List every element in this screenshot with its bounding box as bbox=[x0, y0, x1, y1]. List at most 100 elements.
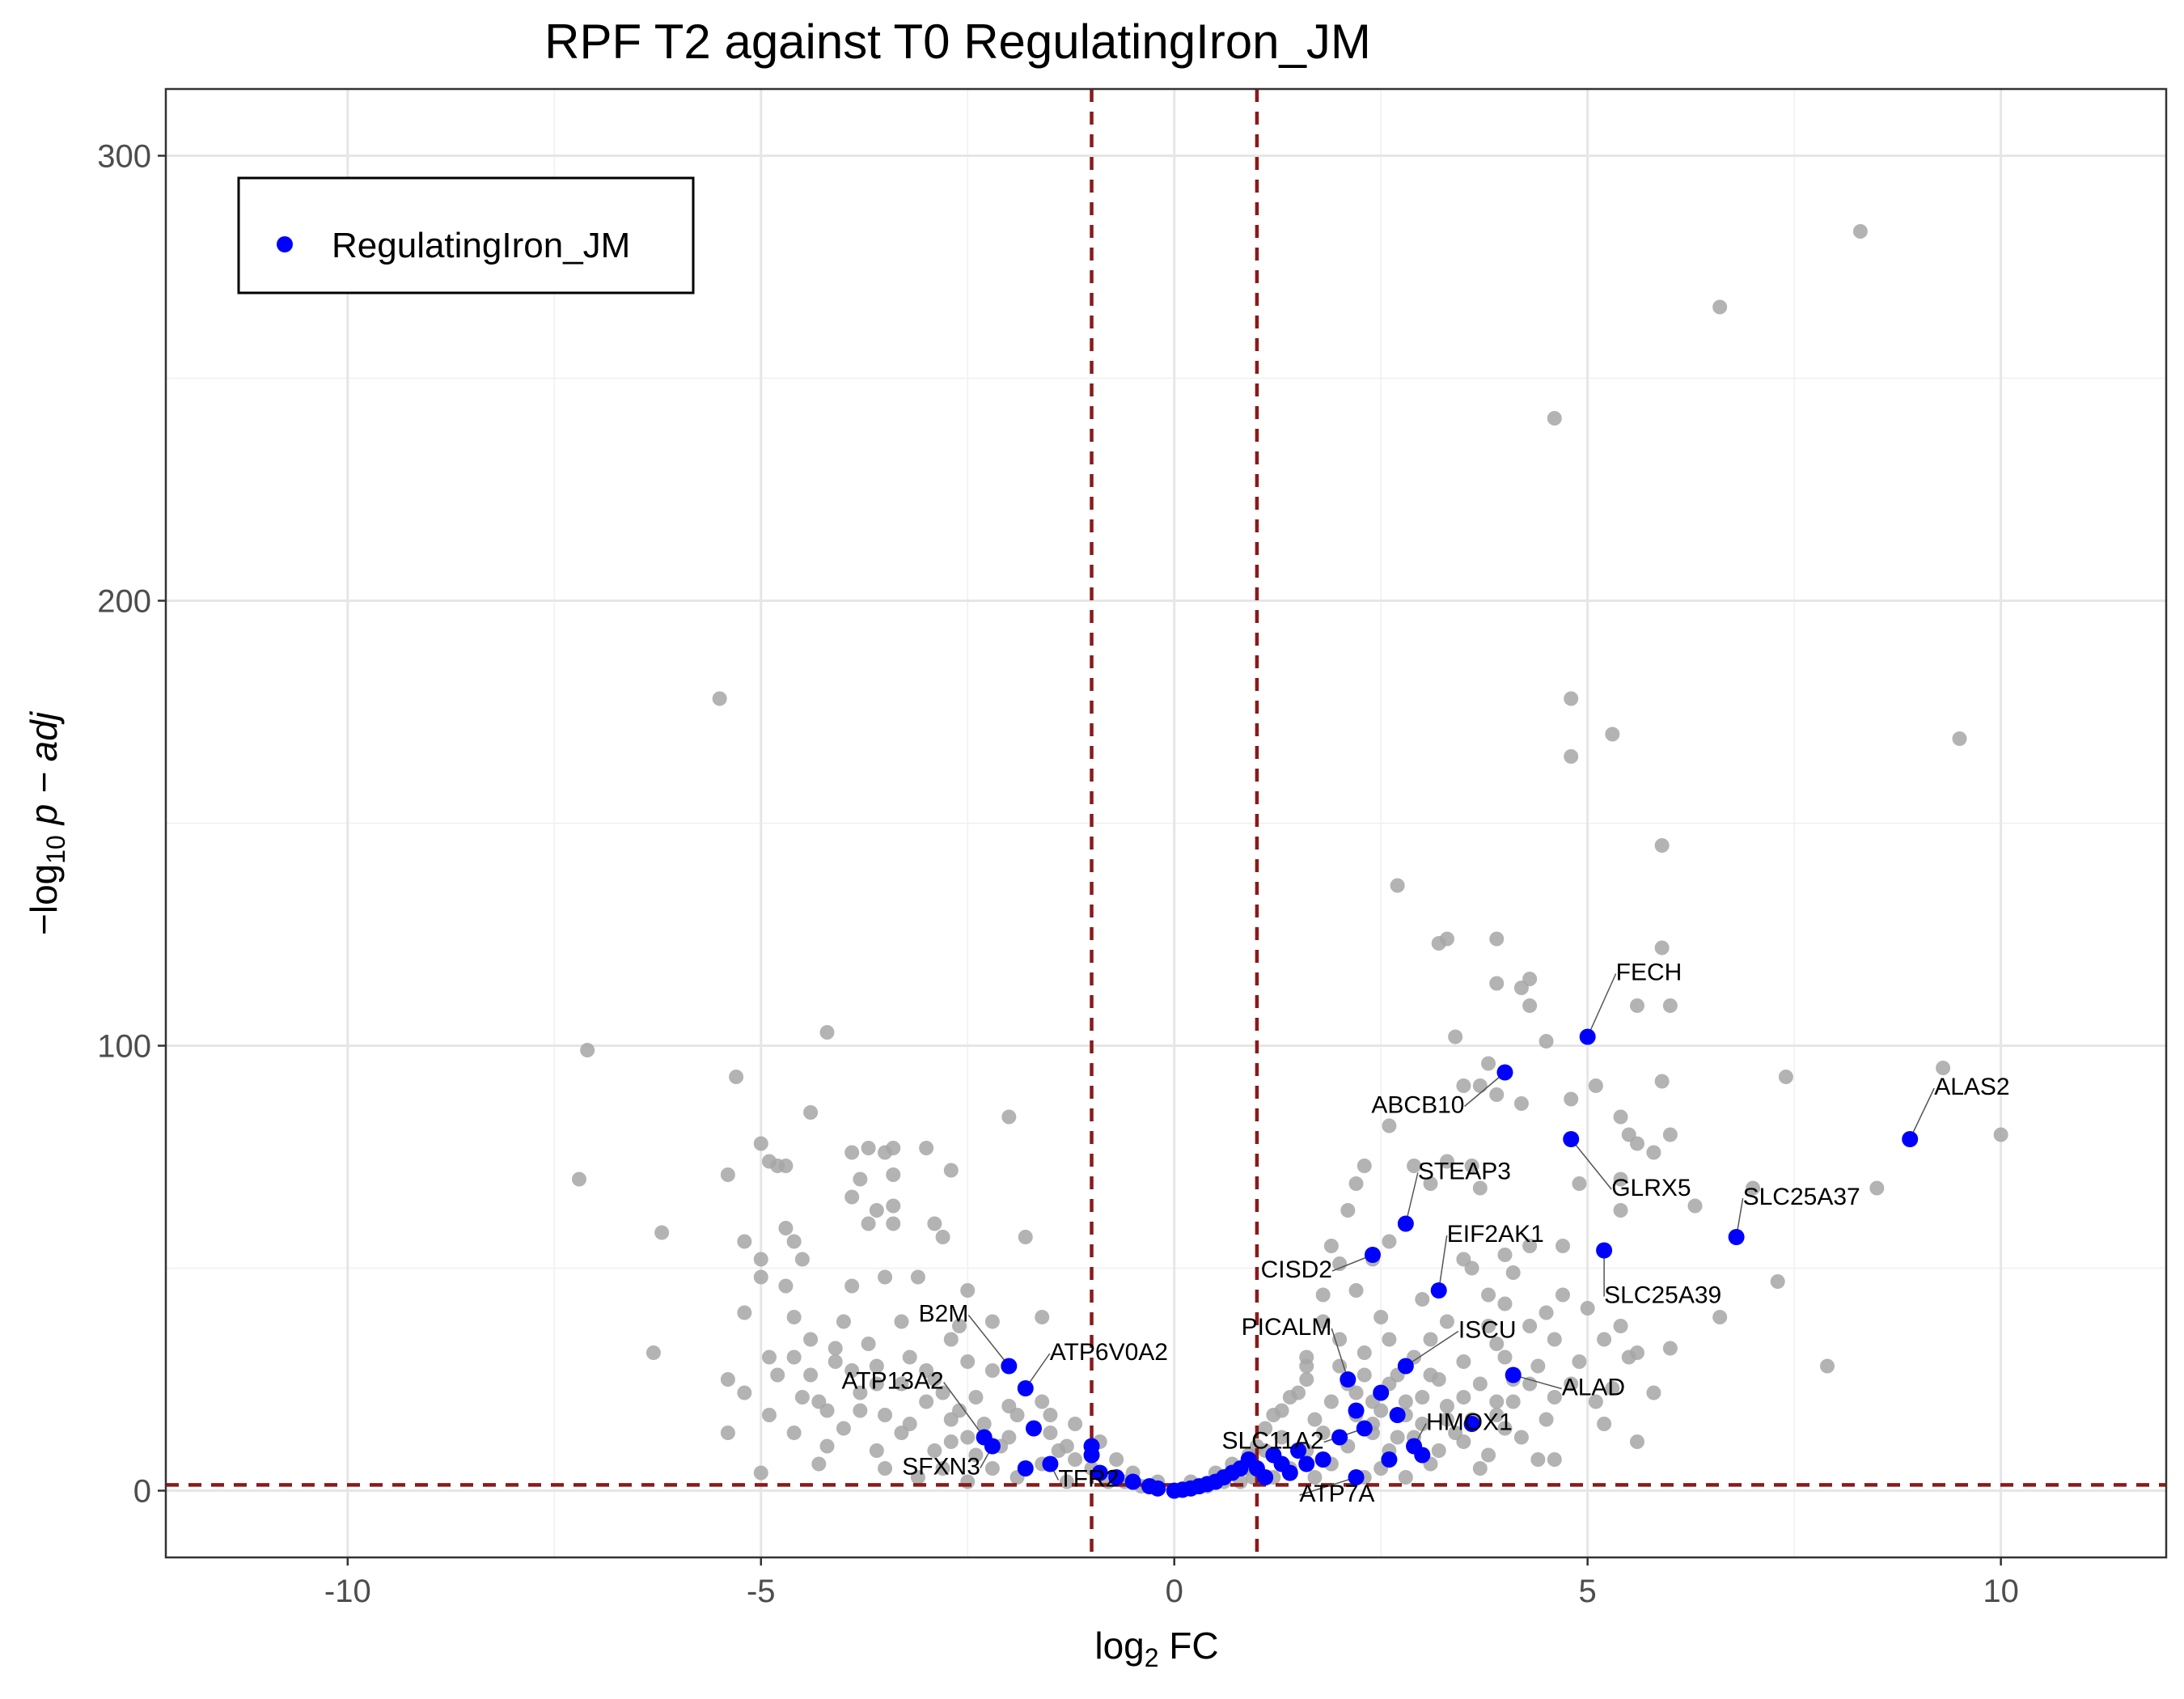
data-point bbox=[1613, 1203, 1628, 1218]
data-point bbox=[1654, 1074, 1670, 1089]
leader-line bbox=[1463, 1071, 1505, 1108]
data-point bbox=[1431, 1443, 1446, 1458]
data-point bbox=[1109, 1452, 1124, 1467]
data-point bbox=[1597, 1332, 1612, 1347]
x-tick-label: 0 bbox=[1166, 1574, 1183, 1609]
data-point bbox=[778, 1278, 794, 1294]
leader-line bbox=[1405, 1330, 1459, 1367]
data-point bbox=[761, 1408, 777, 1422]
data-point bbox=[935, 1230, 950, 1244]
data-point bbox=[943, 1332, 959, 1347]
data-point bbox=[1059, 1474, 1074, 1489]
data-point bbox=[1357, 1159, 1372, 1173]
data-point bbox=[1539, 1034, 1554, 1049]
data-point bbox=[861, 1141, 876, 1155]
data-point bbox=[720, 1426, 735, 1440]
data-point bbox=[1332, 1332, 1348, 1347]
data-point bbox=[902, 1349, 917, 1365]
gene-labels: FECH ABCB10 ALAS2 GLRX5 STEAP3 SLC25A37 SLC25A… bbox=[841, 960, 2009, 1508]
data-point bbox=[1522, 998, 1538, 1013]
data-point bbox=[1472, 1078, 1488, 1093]
data-point bbox=[1530, 1358, 1546, 1374]
data-point bbox=[1274, 1403, 1289, 1418]
data-point bbox=[886, 1216, 901, 1231]
data-point bbox=[1613, 1172, 1628, 1187]
data-point bbox=[984, 1314, 1000, 1329]
data-point bbox=[878, 1408, 893, 1422]
legend-key-dot bbox=[277, 236, 293, 252]
gene-label: ALAD bbox=[1562, 1375, 1625, 1401]
data-point bbox=[1513, 1096, 1529, 1111]
data-point bbox=[976, 1417, 992, 1431]
highlighted-data-point bbox=[1001, 1358, 1018, 1375]
data-point bbox=[910, 1269, 925, 1285]
highlighted-data-point bbox=[1579, 1028, 1596, 1045]
highlighted-data-point bbox=[1430, 1282, 1447, 1299]
data-point bbox=[1357, 1367, 1372, 1383]
data-point bbox=[1472, 1376, 1488, 1392]
gene-label: SLC11A2 bbox=[1222, 1428, 1324, 1455]
data-point bbox=[1357, 1345, 1372, 1360]
data-point bbox=[984, 1363, 1000, 1378]
x-axis-ticks: -10 -5 0 5 10 bbox=[324, 1557, 2019, 1609]
highlighted-data-point bbox=[1373, 1384, 1390, 1401]
data-point bbox=[943, 1434, 959, 1449]
data-point bbox=[1621, 1349, 1636, 1365]
data-point bbox=[1051, 1443, 1066, 1458]
data-point bbox=[1439, 1314, 1454, 1329]
data-point bbox=[1001, 1430, 1017, 1445]
highlighted-data-point bbox=[1149, 1480, 1166, 1497]
data-point bbox=[1348, 1385, 1364, 1400]
data-point bbox=[1001, 1109, 1017, 1125]
x-axis-title: log2 FC bbox=[1094, 1625, 1218, 1672]
data-point bbox=[1382, 1234, 1397, 1249]
gene-label: ATP7A bbox=[1300, 1481, 1375, 1507]
data-point bbox=[1439, 1412, 1454, 1427]
data-point bbox=[1035, 1394, 1050, 1409]
data-point bbox=[1505, 1265, 1521, 1280]
highlighted-data-point bbox=[1563, 1131, 1580, 1147]
data-point bbox=[794, 1252, 810, 1267]
data-point bbox=[1332, 1358, 1348, 1374]
data-point bbox=[1662, 1341, 1678, 1356]
data-point bbox=[1472, 1461, 1488, 1476]
data-point bbox=[1323, 1394, 1339, 1409]
data-point bbox=[753, 1252, 768, 1267]
gene-label: B2M bbox=[919, 1301, 969, 1328]
highlighted-data-point bbox=[1257, 1469, 1274, 1485]
data-point bbox=[1456, 1390, 1471, 1405]
data-point bbox=[827, 1341, 843, 1356]
data-point bbox=[1423, 1176, 1438, 1191]
gene-label: CISD2 bbox=[1261, 1256, 1332, 1283]
x-axis-title-prefix: log bbox=[1094, 1625, 1144, 1667]
plot-area: FECH ABCB10 ALAS2 GLRX5 STEAP3 SLC25A37 SLC25A… bbox=[164, 87, 2168, 1559]
data-point bbox=[1489, 1337, 1505, 1351]
data-point bbox=[1646, 1145, 1661, 1160]
data-point bbox=[968, 1390, 984, 1405]
data-point bbox=[1605, 1381, 1620, 1396]
data-point bbox=[935, 1461, 950, 1476]
gene-label: PICALM bbox=[1242, 1314, 1332, 1341]
highlighted-data-point bbox=[1397, 1215, 1414, 1232]
leader-line bbox=[1586, 973, 1617, 1037]
highlighted-data-point bbox=[1017, 1380, 1034, 1396]
gene-label: HMOX1 bbox=[1426, 1409, 1513, 1436]
x-tick-label: 10 bbox=[1983, 1574, 2019, 1609]
data-point bbox=[919, 1141, 934, 1155]
data-point bbox=[1489, 1394, 1505, 1409]
legend-label: RegulatingIron_JM bbox=[332, 226, 630, 265]
x-tick-label: -5 bbox=[747, 1574, 776, 1609]
data-point bbox=[1869, 1180, 1885, 1196]
highlighted-data-point bbox=[1017, 1460, 1034, 1477]
data-point bbox=[1564, 1091, 1579, 1107]
data-point bbox=[1415, 1417, 1430, 1431]
data-point bbox=[1497, 1349, 1513, 1365]
highlighted-data-point bbox=[1728, 1229, 1745, 1245]
data-point bbox=[1407, 1159, 1422, 1173]
data-point bbox=[737, 1234, 752, 1249]
highlighted-data-point bbox=[1364, 1247, 1381, 1263]
data-point bbox=[1597, 1417, 1612, 1431]
data-point bbox=[794, 1390, 810, 1405]
data-point bbox=[844, 1189, 860, 1205]
data-point bbox=[1489, 1408, 1505, 1422]
